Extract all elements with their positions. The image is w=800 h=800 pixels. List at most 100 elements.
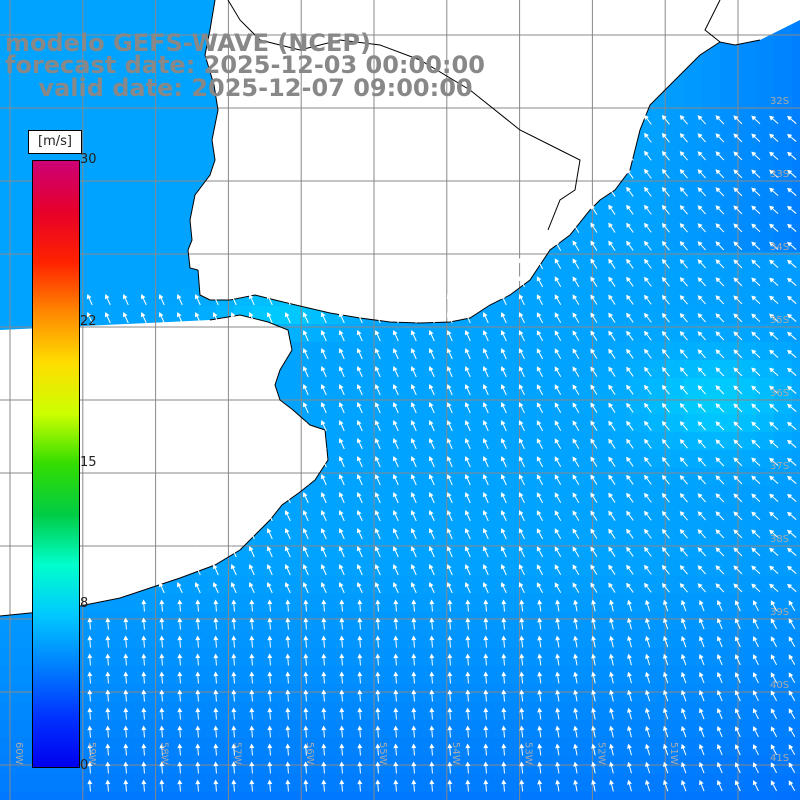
wind-arrow-head [357,689,363,695]
wind-arrow-head [410,528,416,534]
wind-arrow-head [751,547,757,553]
wind-arrow-head [590,330,596,336]
wind-arrow-head [248,294,254,300]
speed-cell [630,306,649,325]
wind-arrow-head [554,348,560,354]
speed-cell [126,162,145,181]
wind-arrow-head [464,528,470,534]
speed-cell [684,306,703,325]
wind-arrow-head [609,743,614,749]
speed-cell [378,666,397,685]
wind-arrow-head [464,456,470,462]
speed-cell [414,396,433,415]
speed-cell [774,216,793,235]
wind-arrow-head [410,420,416,426]
speed-cell [414,378,433,397]
speed-cell [396,720,415,739]
speed-cell [450,432,469,451]
speed-cell [144,252,163,271]
speed-cell [594,720,613,739]
speed-cell [720,306,739,325]
wind-arrow-head [500,420,506,426]
wind-arrow-head [410,384,416,390]
speed-cell [324,414,343,433]
wind-arrow-head [661,150,667,157]
wind-arrow-head [428,564,434,570]
wind-arrow-head [374,492,380,498]
lat-label: 39S [770,607,789,618]
speed-cell [756,126,775,145]
speed-cell [612,738,631,757]
speed-cell [720,738,739,757]
lon-label: 52W [595,742,606,765]
speed-cell [522,648,541,667]
speed-cell [720,720,739,739]
wind-arrow-head [715,583,721,589]
wind-arrow-head [661,546,667,553]
speed-cell [720,324,739,343]
wind-arrow-head [715,223,721,229]
wind-arrow-head [715,511,721,517]
speed-cell [306,486,325,505]
speed-cell [306,774,325,793]
wind-arrow-head [626,456,631,462]
wind-arrow-head [501,653,507,659]
speed-cell [684,108,703,127]
wind-arrow-head [608,312,614,318]
wind-arrow-head [518,528,524,534]
speed-cell [792,396,800,415]
speed-cell [252,576,271,595]
wind-arrow-head [787,439,793,445]
speed-cell [90,684,109,703]
speed-cell [90,720,109,739]
wind-arrow-head [482,438,488,444]
speed-cell [216,558,235,577]
wind-arrow-head [661,456,667,463]
wind-arrow-head [733,421,739,427]
speed-cell [648,486,667,505]
speed-cell [180,702,199,721]
speed-cell [144,72,163,91]
wind-arrow-head [716,725,722,732]
wind-arrow-head [356,564,362,570]
wind-arrow-head [87,707,93,713]
speed-cell [756,612,775,631]
speed-cell [648,360,667,379]
speed-cell [414,594,433,613]
speed-cell [252,558,271,577]
wind-arrow-head [609,707,614,713]
speed-cell [396,378,415,397]
wind-arrow-head [751,241,757,247]
speed-cell [126,270,145,289]
speed-cell [666,738,685,757]
wind-arrow-head [339,599,345,605]
speed-cell [144,774,163,793]
speed-cell [576,288,595,307]
speed-cell [486,342,505,361]
wind-arrow-head [285,725,291,731]
wind-arrow-head [716,653,722,660]
wind-arrow-head [518,366,524,372]
speed-cell [378,324,397,343]
speed-cell [216,648,235,667]
wind-arrow-head [501,761,507,767]
speed-cell [432,684,451,703]
speed-cell [684,396,703,415]
wind-arrow-head [518,402,524,408]
wind-arrow-head [572,582,578,588]
wind-arrow-head [609,599,614,605]
wind-arrow-head [697,583,703,589]
wind-arrow-head [230,546,236,552]
wind-arrow-head [519,743,525,749]
speed-cell [468,720,487,739]
speed-cell [522,450,541,469]
wind-arrow-head [248,510,254,516]
wind-arrow-head [429,599,435,605]
speed-cell [738,648,757,667]
speed-cell [666,198,685,217]
speed-cell [396,774,415,793]
speed-cell [774,36,793,55]
speed-cell [90,72,109,91]
wind-arrow-head [230,294,236,300]
